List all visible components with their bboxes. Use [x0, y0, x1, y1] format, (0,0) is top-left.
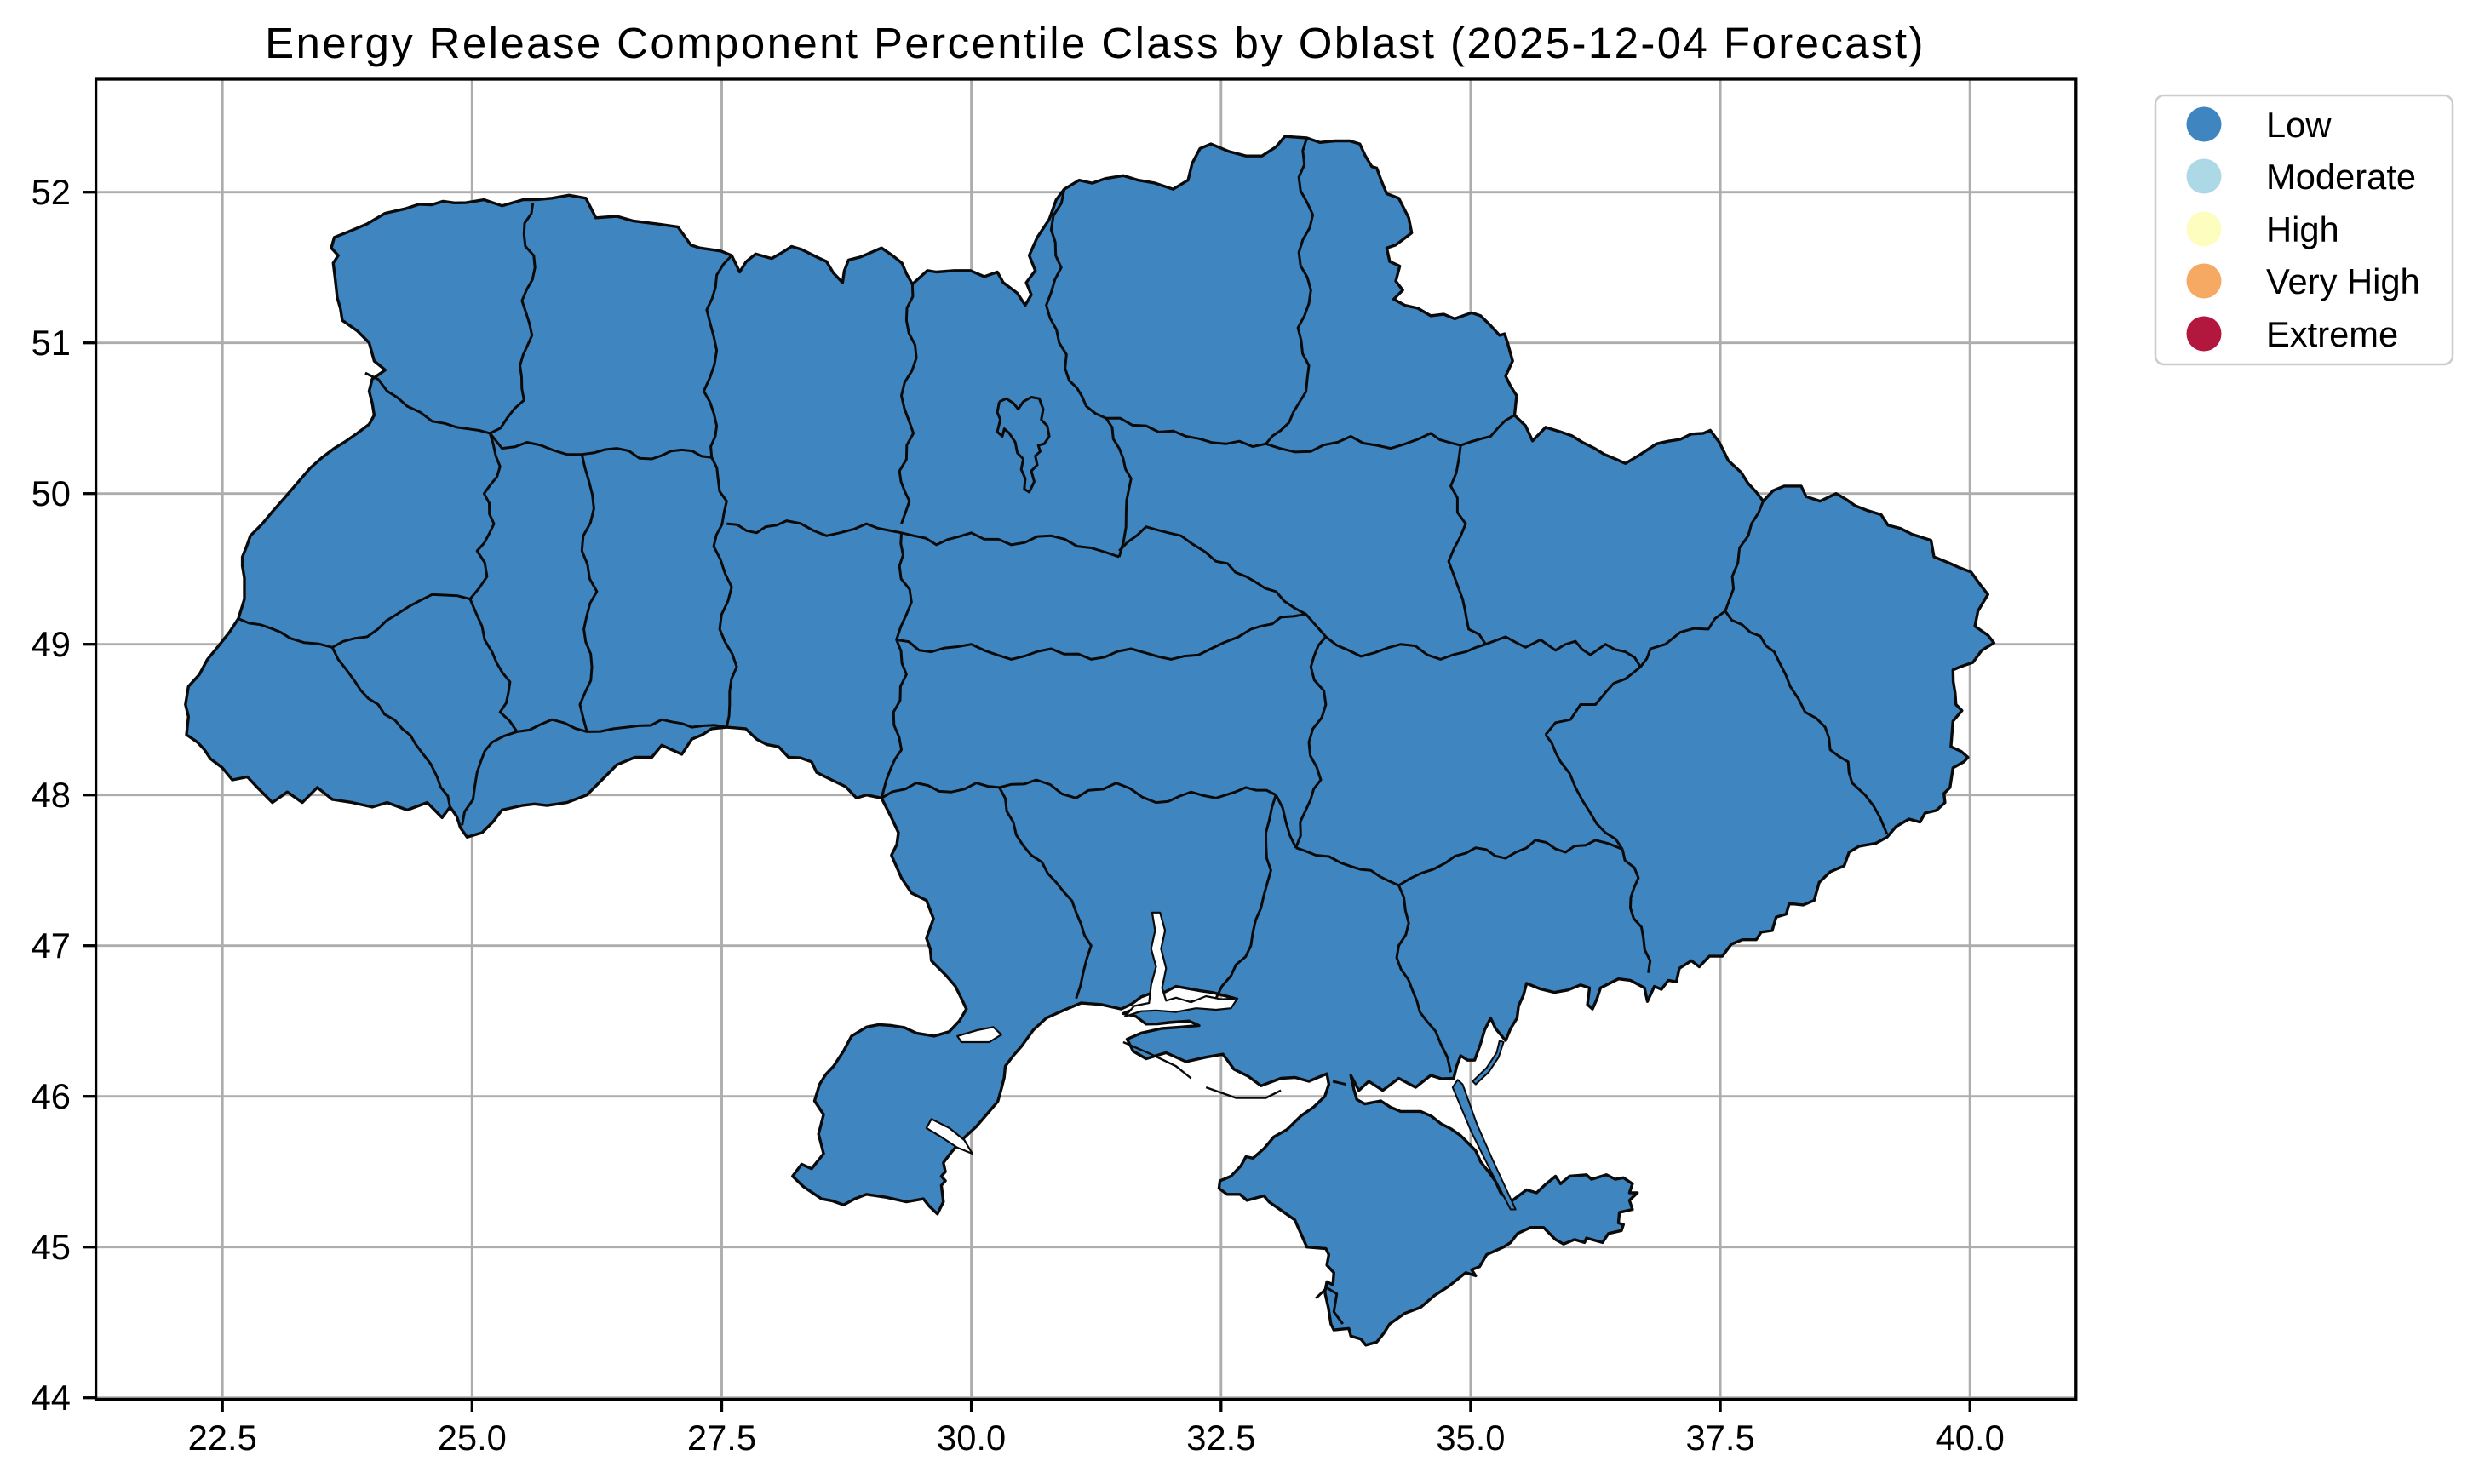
svg-text:High: High [2266, 209, 2339, 249]
svg-text:52: 52 [32, 172, 71, 212]
svg-text:Moderate: Moderate [2266, 157, 2416, 197]
svg-text:47: 47 [32, 925, 71, 965]
svg-text:25.0: 25.0 [438, 1418, 507, 1458]
svg-text:45: 45 [32, 1227, 71, 1267]
svg-text:22.5: 22.5 [188, 1418, 257, 1458]
svg-text:Low: Low [2266, 105, 2332, 145]
svg-text:49: 49 [32, 624, 71, 664]
svg-text:30.0: 30.0 [937, 1418, 1006, 1458]
svg-text:40.0: 40.0 [1936, 1418, 2005, 1458]
svg-text:44: 44 [32, 1378, 71, 1418]
svg-text:50: 50 [32, 473, 71, 513]
svg-text:Very High: Very High [2266, 261, 2420, 301]
svg-text:Extreme: Extreme [2266, 314, 2398, 354]
svg-text:37.5: 37.5 [1686, 1418, 1755, 1458]
svg-text:35.0: 35.0 [1436, 1418, 1505, 1458]
svg-text:48: 48 [32, 775, 71, 815]
svg-text:27.5: 27.5 [687, 1418, 756, 1458]
svg-text:32.5: 32.5 [1186, 1418, 1255, 1458]
svg-text:Energy Release Component Perce: Energy Release Component Percentile Clas… [265, 19, 1925, 67]
svg-text:51: 51 [32, 323, 71, 363]
svg-text:46: 46 [32, 1076, 71, 1116]
